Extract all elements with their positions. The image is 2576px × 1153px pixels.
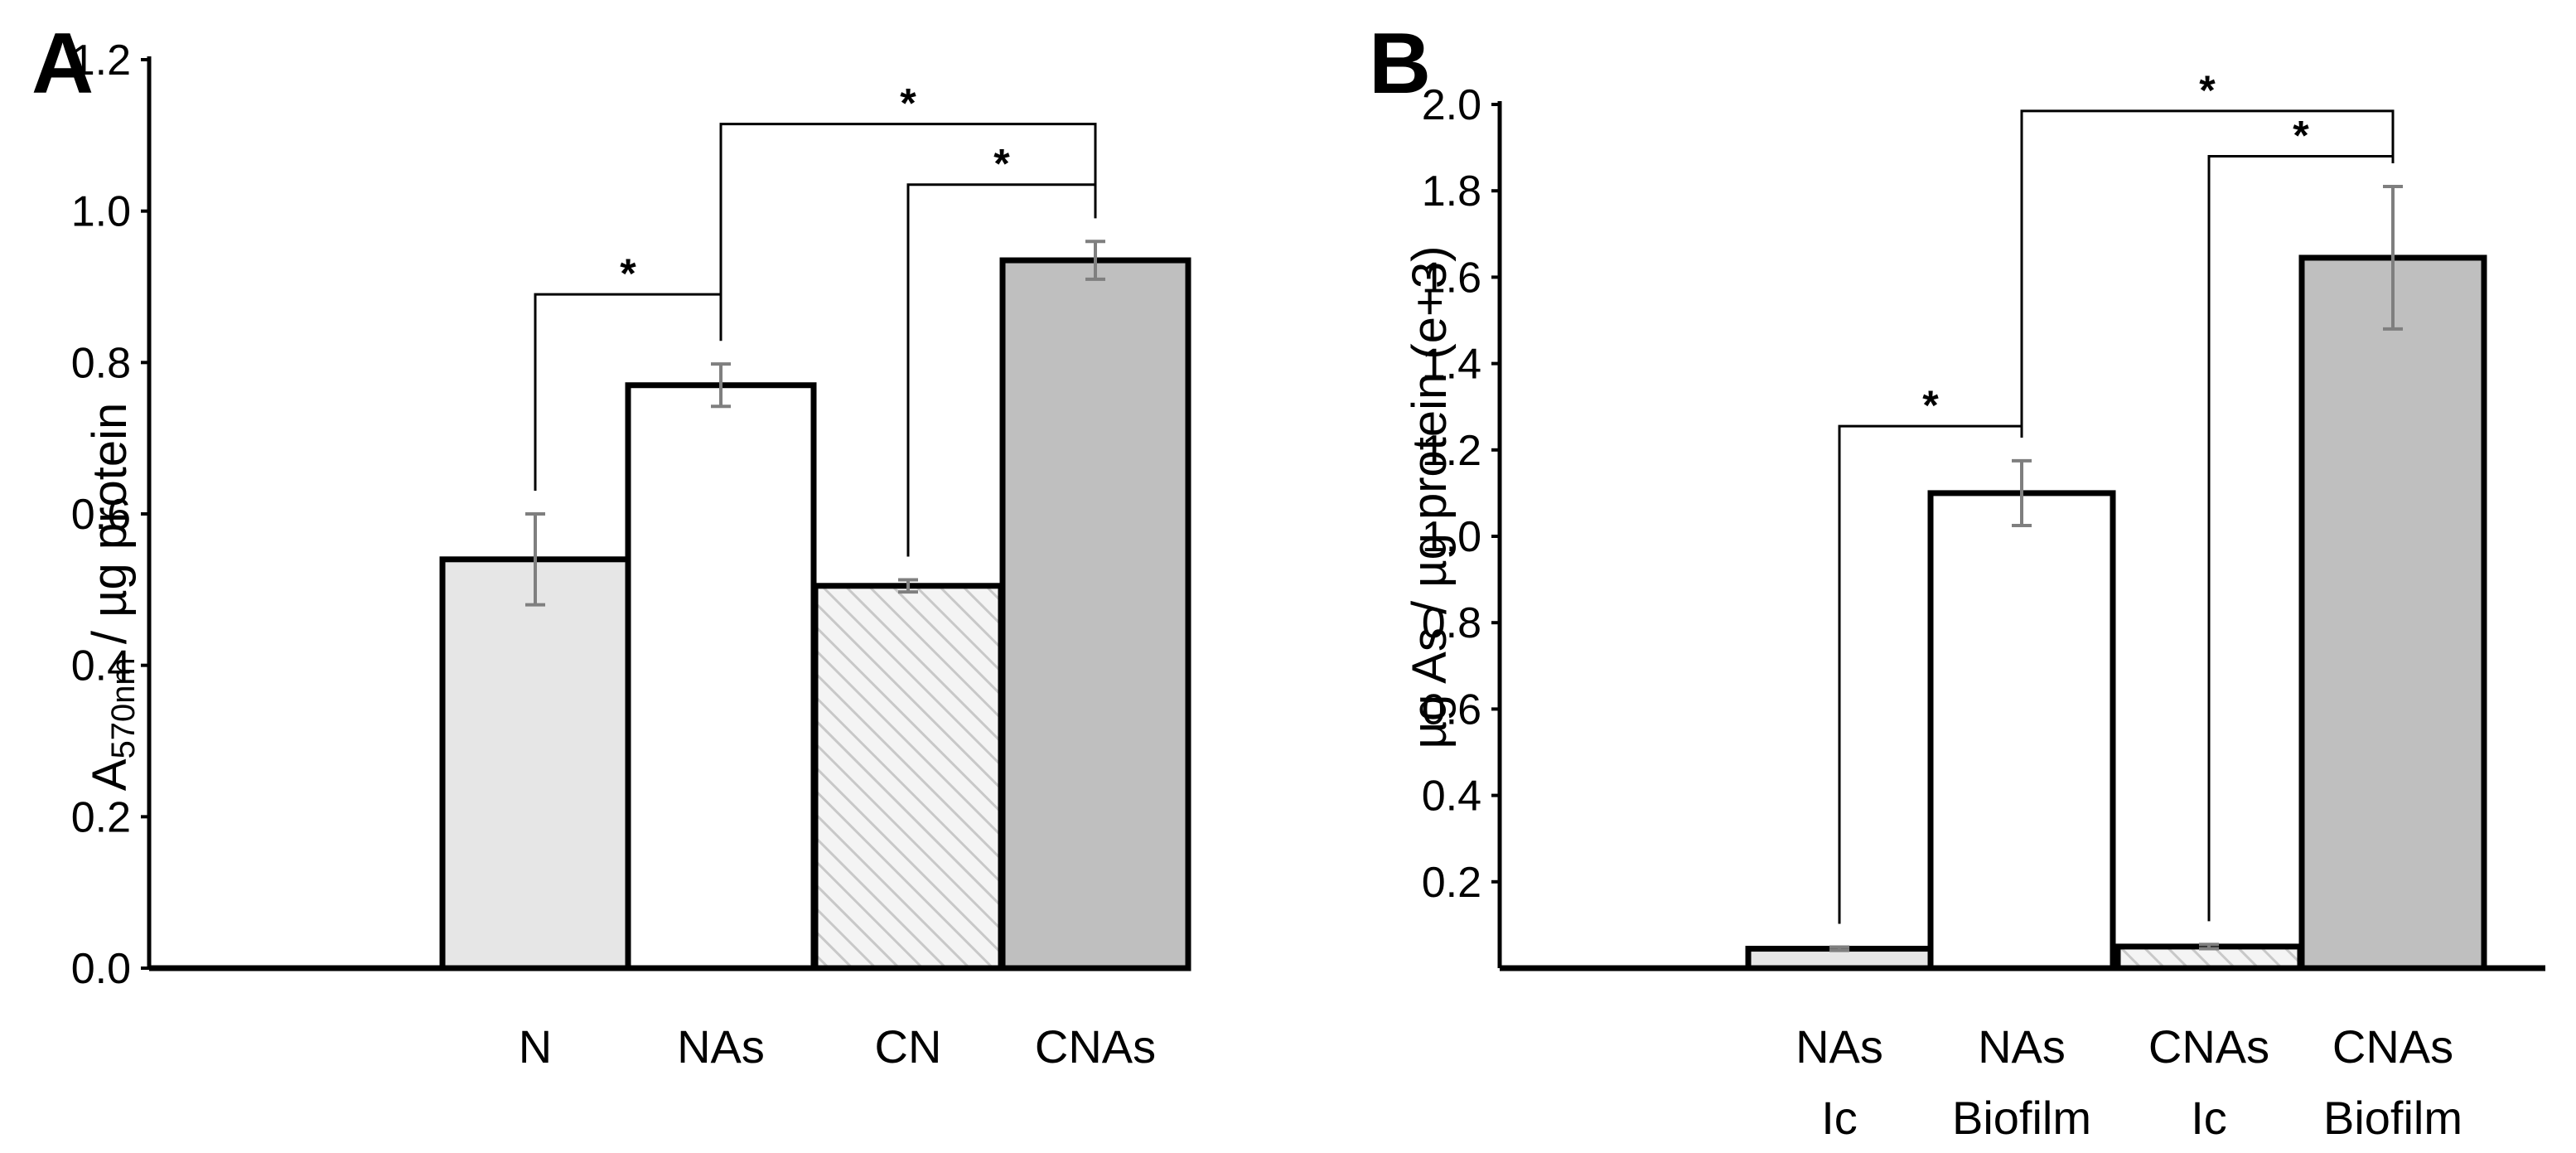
category-label-0: N: [519, 1020, 552, 1073]
error-bar-3: [1085, 240, 1105, 281]
error-bar-1: [2012, 458, 2032, 527]
category-label-1: NAs Biofilm: [1952, 1020, 2091, 1144]
significance-star-1: *: [993, 141, 1010, 187]
y-tick-label-9: 2.0: [1422, 81, 1481, 129]
y-tick-label-1: 0.2: [71, 793, 131, 841]
y-tick-label-2: 0.6: [1422, 686, 1481, 734]
y-tick-label-5: 1.0: [71, 188, 131, 236]
y-tick-label-2: 0.4: [71, 642, 131, 690]
bar-0: [439, 556, 631, 971]
significance-star-1: *: [2293, 113, 2309, 159]
category-label-3: CNAs Biofilm: [2323, 1020, 2462, 1144]
y-tick-label-4: 1.0: [1422, 513, 1481, 561]
y-tick-label-8: 1.8: [1422, 167, 1481, 216]
category-label-1: NAs: [677, 1020, 765, 1073]
bar-3: [2298, 254, 2487, 971]
panel-a-ylabel-rest: / µg protein: [83, 403, 137, 657]
error-bar-0: [525, 512, 545, 607]
bar-1: [1927, 490, 2116, 971]
panel-b-ylabel: µg As / µg protein (e+3): [1403, 246, 1457, 749]
category-label-0: NAs Ic: [1795, 1020, 1883, 1144]
significance-star-0: *: [1922, 382, 1939, 429]
category-label-2: CN: [875, 1020, 942, 1073]
bar-2: [812, 583, 1004, 971]
y-tick-label-5: 1.2: [1422, 427, 1481, 475]
panel-b-letter: B: [1369, 16, 1431, 112]
panel-a-ylabel: A570nm / µg protein: [83, 403, 142, 791]
significance-star-2: *: [2199, 67, 2216, 114]
significance-bracket-2: [719, 123, 1097, 342]
y-tick-label-6: 1.4: [1422, 341, 1481, 389]
category-label-2: CNAs Ic: [2148, 1020, 2269, 1144]
y-tick-label-7: 1.6: [1422, 254, 1481, 302]
panel-a-letter: A: [31, 16, 94, 112]
bar-3: [999, 257, 1191, 971]
y-tick-label-3: 0.8: [1422, 599, 1481, 647]
y-tick-label-6: 1.2: [71, 36, 131, 85]
category-label-3: CNAs: [1035, 1020, 1156, 1073]
significance-star-2: *: [900, 80, 916, 127]
bar-1: [625, 382, 817, 971]
panel-a-ylabel-sub: 570nm: [105, 657, 142, 758]
y-tick-label-3: 0.6: [71, 491, 131, 539]
panel-a-ylabel-main: A: [83, 758, 137, 791]
y-tick-label-1: 0.4: [1422, 773, 1481, 821]
error-bar-3: [2383, 184, 2403, 331]
error-bar-2: [2199, 942, 2219, 951]
error-bar-1: [711, 362, 731, 409]
y-tick-label-0: 0.0: [71, 945, 131, 993]
error-bar-0: [1829, 945, 1849, 952]
panel-a: A A570nm / µg protein 0.00.20.40.60.81.0…: [31, 16, 1191, 1073]
significance-bracket-2: [2020, 109, 2395, 438]
error-bar-2: [898, 578, 918, 594]
y-tick-label-0: 0.2: [1422, 859, 1481, 907]
panel-b: B µg As / µg protein (e+3) 0.2 0.4 0.6 0.8 1…: [1369, 16, 2545, 1144]
y-tick-label-4: 0.8: [71, 339, 131, 387]
significance-star-0: *: [620, 250, 636, 297]
